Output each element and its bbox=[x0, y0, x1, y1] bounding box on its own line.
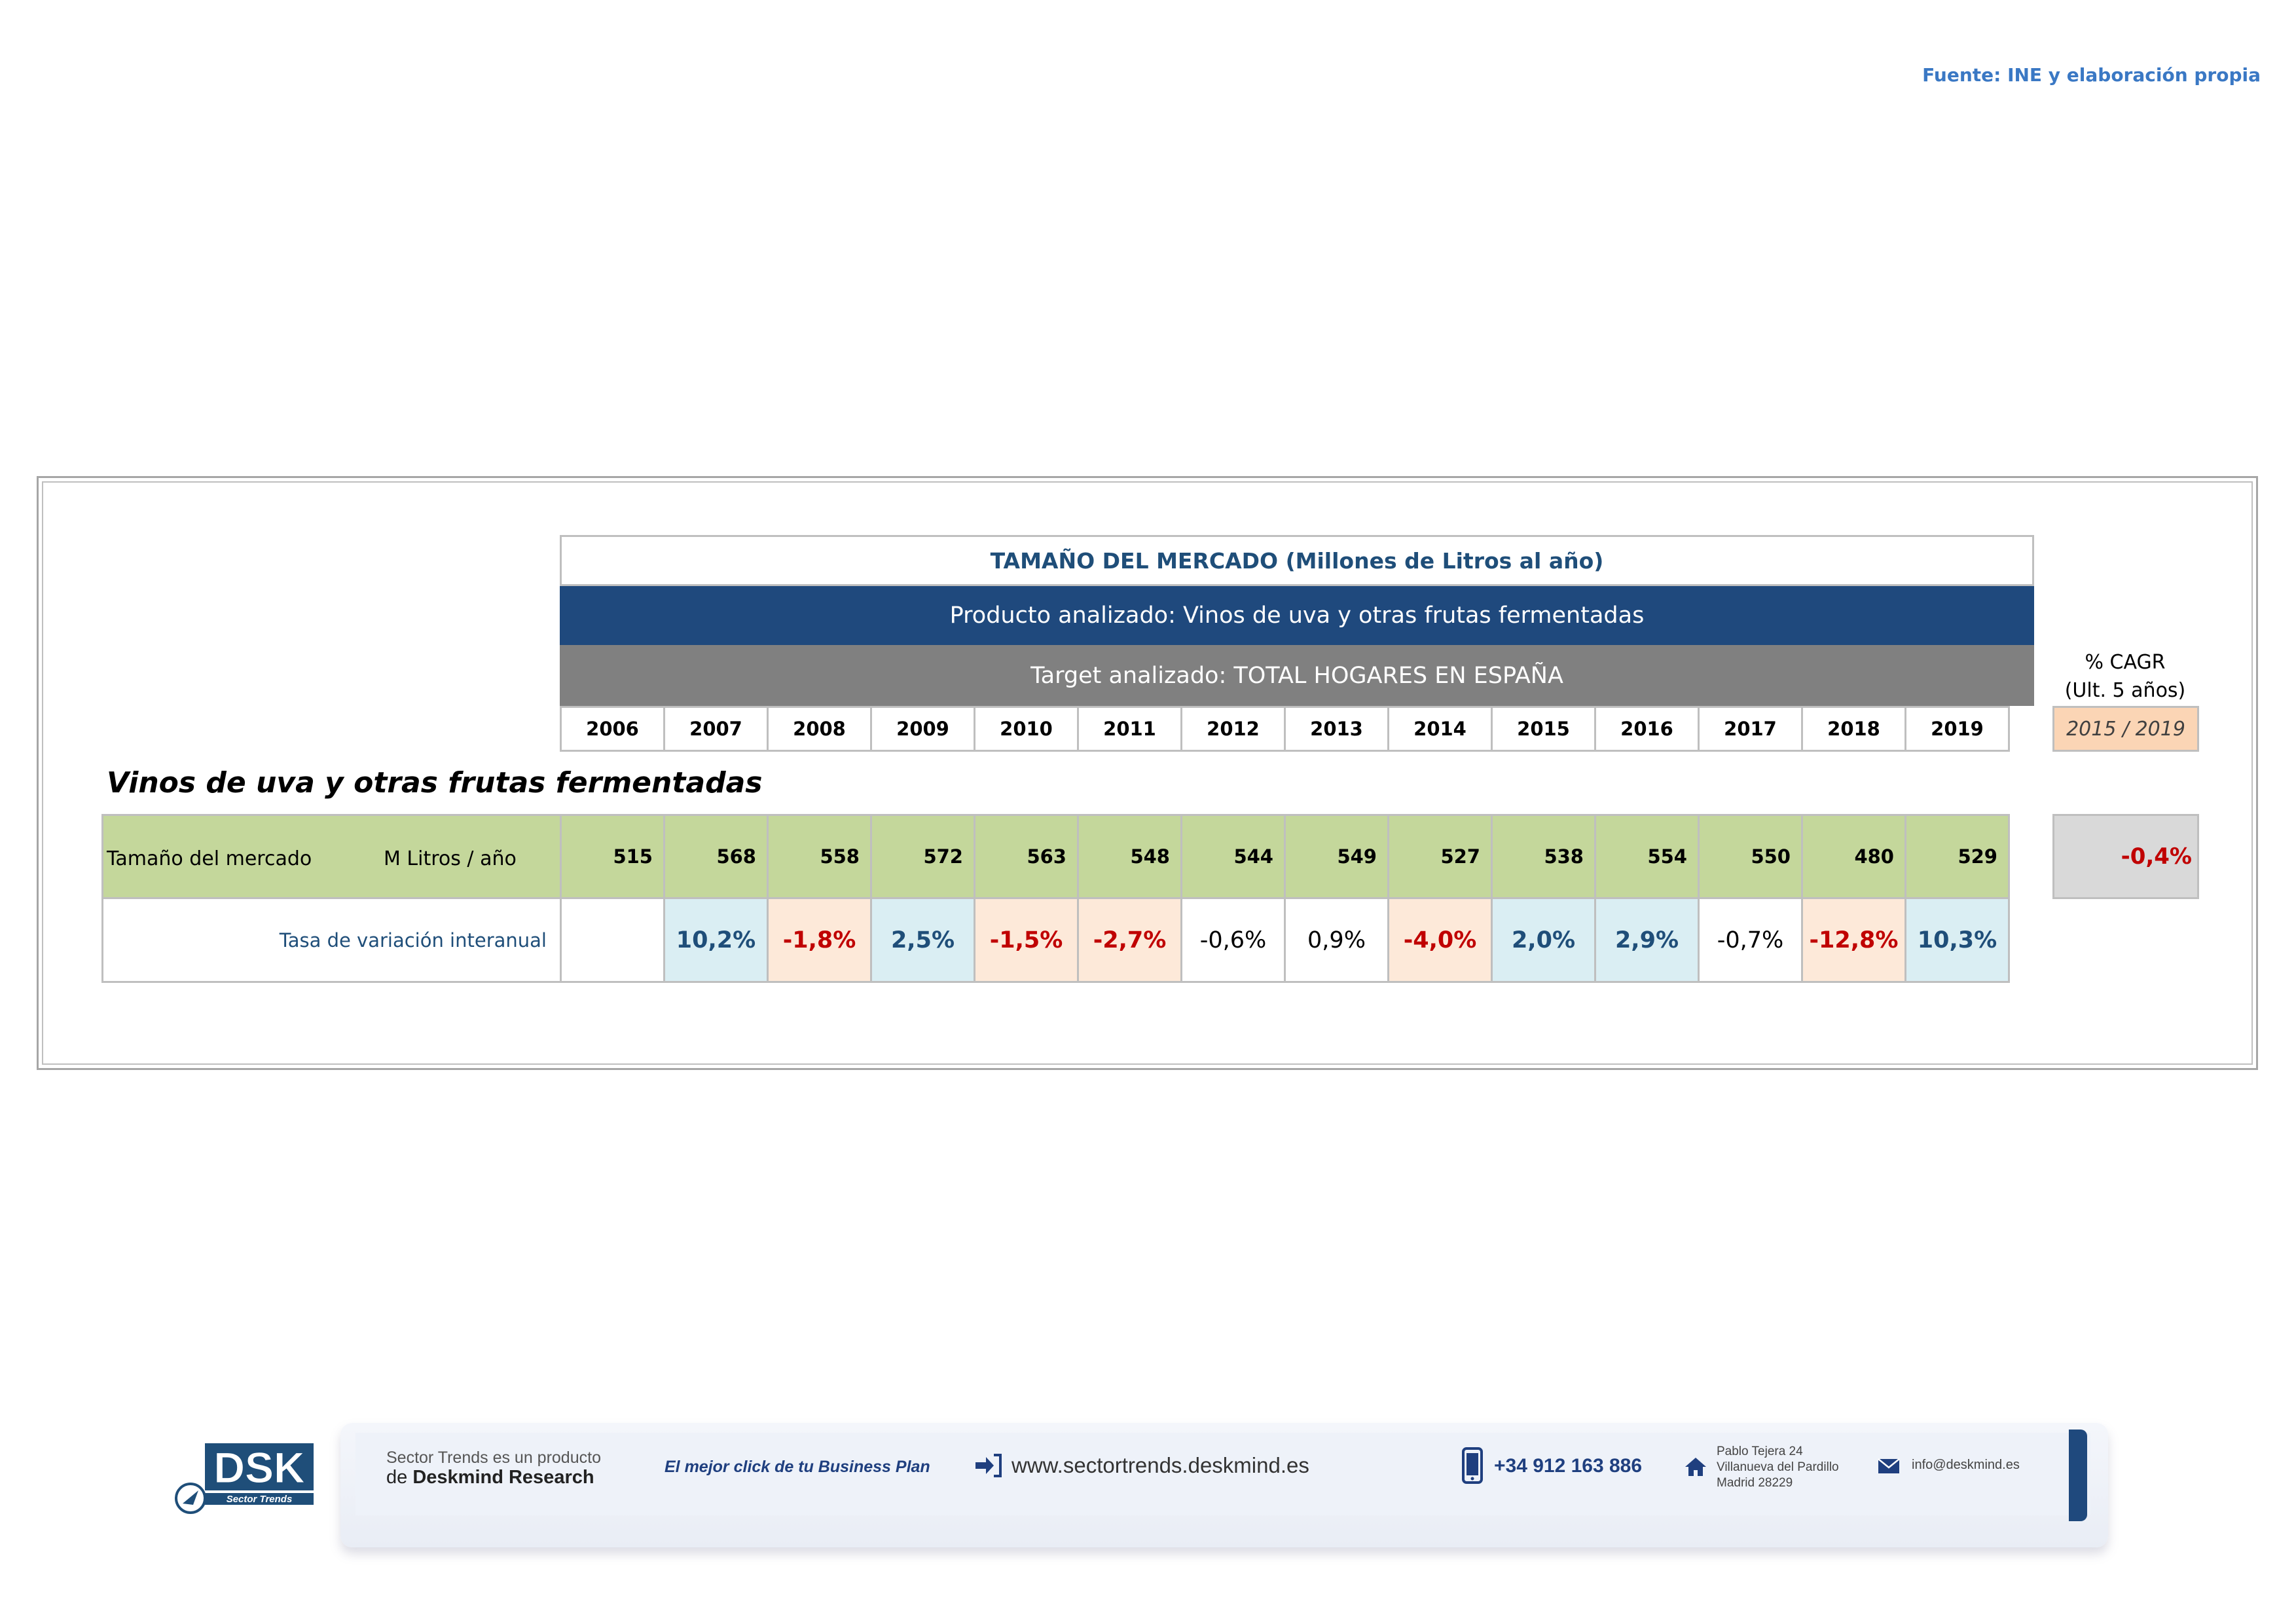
variation-value: -0,6% bbox=[1180, 897, 1286, 983]
target-band: Target analizado: TOTAL HOGARES EN ESPAÑ… bbox=[560, 645, 2034, 706]
cagr-header-line2: (Ult. 5 años) bbox=[2064, 679, 2186, 702]
logo-subtext: Sector Trends bbox=[227, 1494, 293, 1505]
footer-slogan: El mejor click de tu Business Plan bbox=[665, 1458, 930, 1476]
variation-value bbox=[560, 897, 665, 983]
year-header-cell: 2009 bbox=[870, 706, 975, 752]
source-note: Fuente: INE y elaboración propia bbox=[1922, 64, 2261, 86]
variation-value: -12,8% bbox=[1801, 897, 1906, 983]
year-header-cell: 2019 bbox=[1904, 706, 2010, 752]
market-size-value: 550 bbox=[1698, 814, 1803, 899]
market-size-value: 549 bbox=[1284, 814, 1389, 899]
year-header-cell: 2015 bbox=[1491, 706, 1596, 752]
footer-inner bbox=[355, 1433, 2090, 1515]
year-header-cell: 2011 bbox=[1077, 706, 1182, 752]
variation-value: -1,5% bbox=[974, 897, 1079, 983]
year-header-cell: 2013 bbox=[1284, 706, 1389, 752]
logo-text: DSK bbox=[213, 1443, 305, 1492]
enter-arrow-icon bbox=[975, 1454, 1002, 1477]
year-header-cell: 2007 bbox=[663, 706, 769, 752]
year-header-cell: 2017 bbox=[1698, 706, 1803, 752]
smartphone-icon bbox=[1462, 1447, 1483, 1484]
variation-value: -4,0% bbox=[1387, 897, 1493, 983]
section-title: Vinos de uva y otras frutas fermentadas bbox=[107, 766, 763, 800]
variation-row: Tasa de variación interanual 10,2% -1,8% 2… bbox=[101, 897, 2010, 983]
variation-label: Tasa de variación interanual bbox=[101, 897, 562, 983]
table-frame-inner bbox=[42, 481, 2253, 1065]
year-header-cell: 2008 bbox=[767, 706, 872, 752]
footer-email-link[interactable]: info@deskmind.es bbox=[1912, 1458, 2020, 1472]
market-size-value: 544 bbox=[1180, 814, 1286, 899]
footer-company: Deskmind Research bbox=[412, 1467, 594, 1488]
market-size-value: 515 bbox=[560, 814, 665, 899]
footer-accent bbox=[2069, 1430, 2087, 1521]
footer-website-link[interactable]: www.sectortrends.deskmind.es bbox=[1011, 1453, 1309, 1477]
cagr-period: 2015 / 2019 bbox=[2052, 706, 2199, 752]
table-title: TAMAÑO DEL MERCADO (Millones de Litros a… bbox=[560, 535, 2034, 586]
market-size-value: 563 bbox=[974, 814, 1079, 899]
table-frame-outer bbox=[37, 476, 2258, 1070]
market-size-value: 529 bbox=[1904, 814, 2010, 899]
year-header-cell: 2018 bbox=[1801, 706, 1906, 752]
year-header-cell: 2006 bbox=[560, 706, 665, 752]
market-size-row: Tamaño del mercado M Litros / año 515 568… bbox=[101, 814, 2010, 899]
variation-value: -0,7% bbox=[1698, 897, 1803, 983]
year-header-row: 2006 2007 2008 2009 2010 2011 2012 2013 2014 2015… bbox=[560, 706, 2010, 752]
year-header-cell: 2010 bbox=[974, 706, 1079, 752]
footer-company-prefix: de bbox=[386, 1467, 408, 1488]
market-size-value: 572 bbox=[870, 814, 975, 899]
footer-company-line: de Deskmind Research bbox=[386, 1467, 594, 1488]
variation-value: -1,8% bbox=[767, 897, 872, 983]
cagr-header: % CAGR (Ult. 5 años) bbox=[2052, 648, 2198, 705]
market-size-value: 554 bbox=[1594, 814, 1700, 899]
envelope-icon bbox=[1878, 1458, 1900, 1473]
address-line: Pablo Tejera 24 bbox=[1717, 1445, 1803, 1458]
address-line: Villanueva del Pardillo bbox=[1717, 1460, 1839, 1474]
cagr-value: -0,4% bbox=[2052, 814, 2199, 899]
market-size-value: 480 bbox=[1801, 814, 1906, 899]
year-header-cell: 2012 bbox=[1180, 706, 1286, 752]
market-size-value: 568 bbox=[663, 814, 769, 899]
variation-value: 10,3% bbox=[1904, 897, 2010, 983]
variation-value: 0,9% bbox=[1284, 897, 1389, 983]
market-size-value: 548 bbox=[1077, 814, 1182, 899]
product-band: Producto analizado: Vinos de uva y otras… bbox=[560, 586, 2034, 645]
variation-value: 2,5% bbox=[870, 897, 975, 983]
market-size-unit: M Litros / año bbox=[384, 847, 517, 870]
dsk-logo: DSK Sector Trends bbox=[175, 1443, 314, 1514]
address-line: Madrid 28229 bbox=[1717, 1476, 1793, 1490]
year-header-cell: 2014 bbox=[1387, 706, 1493, 752]
cagr-header-line1: % CAGR bbox=[2085, 651, 2166, 674]
home-icon bbox=[1685, 1458, 1706, 1476]
variation-value: -2,7% bbox=[1077, 897, 1182, 983]
variation-value: 2,9% bbox=[1594, 897, 1700, 983]
footer-product-line: Sector Trends es un producto bbox=[386, 1449, 601, 1467]
market-size-value: 558 bbox=[767, 814, 872, 899]
year-header-cell: 2016 bbox=[1594, 706, 1700, 752]
market-size-value: 538 bbox=[1491, 814, 1596, 899]
market-size-value: 527 bbox=[1387, 814, 1493, 899]
market-size-label: Tamaño del mercado bbox=[107, 847, 312, 870]
footer-phone[interactable]: +34 912 163 886 bbox=[1494, 1455, 1643, 1477]
variation-value: 10,2% bbox=[663, 897, 769, 983]
footer-address: Pablo Tejera 24 Villanueva del Pardillo … bbox=[1717, 1444, 1839, 1491]
market-size-label-cell: Tamaño del mercado M Litros / año bbox=[101, 814, 562, 899]
variation-value: 2,0% bbox=[1491, 897, 1596, 983]
